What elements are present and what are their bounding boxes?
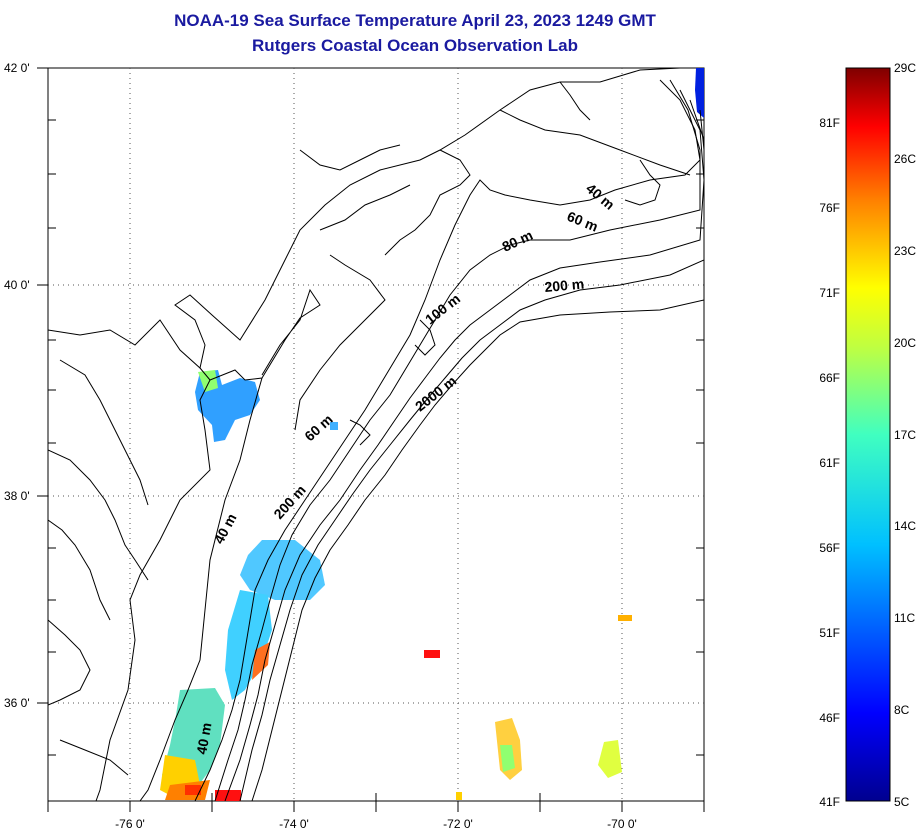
lat-label: 38 0': [4, 489, 30, 503]
colorbar-f-label: 56F: [819, 541, 840, 555]
colorbar-f-label: 76F: [819, 201, 840, 215]
colorbar-c-label: 14C: [894, 519, 916, 533]
lat-label: 40 0': [4, 278, 30, 292]
map-title: NOAA-19 Sea Surface Temperature April 23…: [174, 11, 656, 30]
colorbar: [845, 67, 891, 802]
colorbar-f-label: 61F: [819, 456, 840, 470]
lon-label: -76 0': [115, 817, 145, 831]
contour-label: 200 m: [544, 276, 585, 295]
lon-label: -74 0': [279, 817, 309, 831]
colorbar-c-label: 8C: [894, 703, 910, 717]
longitude-labels: -76 0' -74 0' -72 0' -70 0': [115, 817, 637, 831]
colorbar-f-label: 41F: [819, 795, 840, 809]
axis-ticks: [37, 67, 705, 812]
latitude-labels: 42 0' 40 0' 38 0' 36 0': [4, 61, 30, 710]
colorbar-f-label: 71F: [819, 286, 840, 300]
colorbar-fahrenheit-labels: 81F 76F 71F 66F 61F 56F 51F 46F 41F: [819, 116, 840, 809]
coastline: [48, 68, 691, 801]
contour-label: 40 m: [193, 721, 214, 755]
colorbar-f-label: 46F: [819, 711, 840, 725]
lat-label: 36 0': [4, 696, 30, 710]
lon-label: -70 0': [607, 817, 637, 831]
colorbar-c-label: 26C: [894, 152, 916, 166]
bathymetry-contours: [194, 79, 704, 801]
map-subtitle: Rutgers Coastal Ocean Observation Lab: [252, 36, 578, 55]
colorbar-c-label: 20C: [894, 336, 916, 350]
map-frame: [47, 67, 705, 802]
lat-label: 42 0': [4, 61, 30, 75]
colorbar-celsius-labels: 29C 26C 23C 20C 17C 14C 11C 8C 5C: [894, 61, 916, 809]
colorbar-f-label: 51F: [819, 626, 840, 640]
colorbar-f-label: 66F: [819, 371, 840, 385]
colorbar-c-label: 17C: [894, 428, 916, 442]
colorbar-f-label: 81F: [819, 116, 840, 130]
colorbar-c-label: 5C: [894, 795, 910, 809]
colorbar-c-label: 11C: [894, 611, 915, 625]
lon-label: -72 0': [443, 817, 473, 831]
colorbar-c-label: 29C: [894, 61, 916, 75]
colorbar-c-label: 23C: [894, 244, 916, 258]
